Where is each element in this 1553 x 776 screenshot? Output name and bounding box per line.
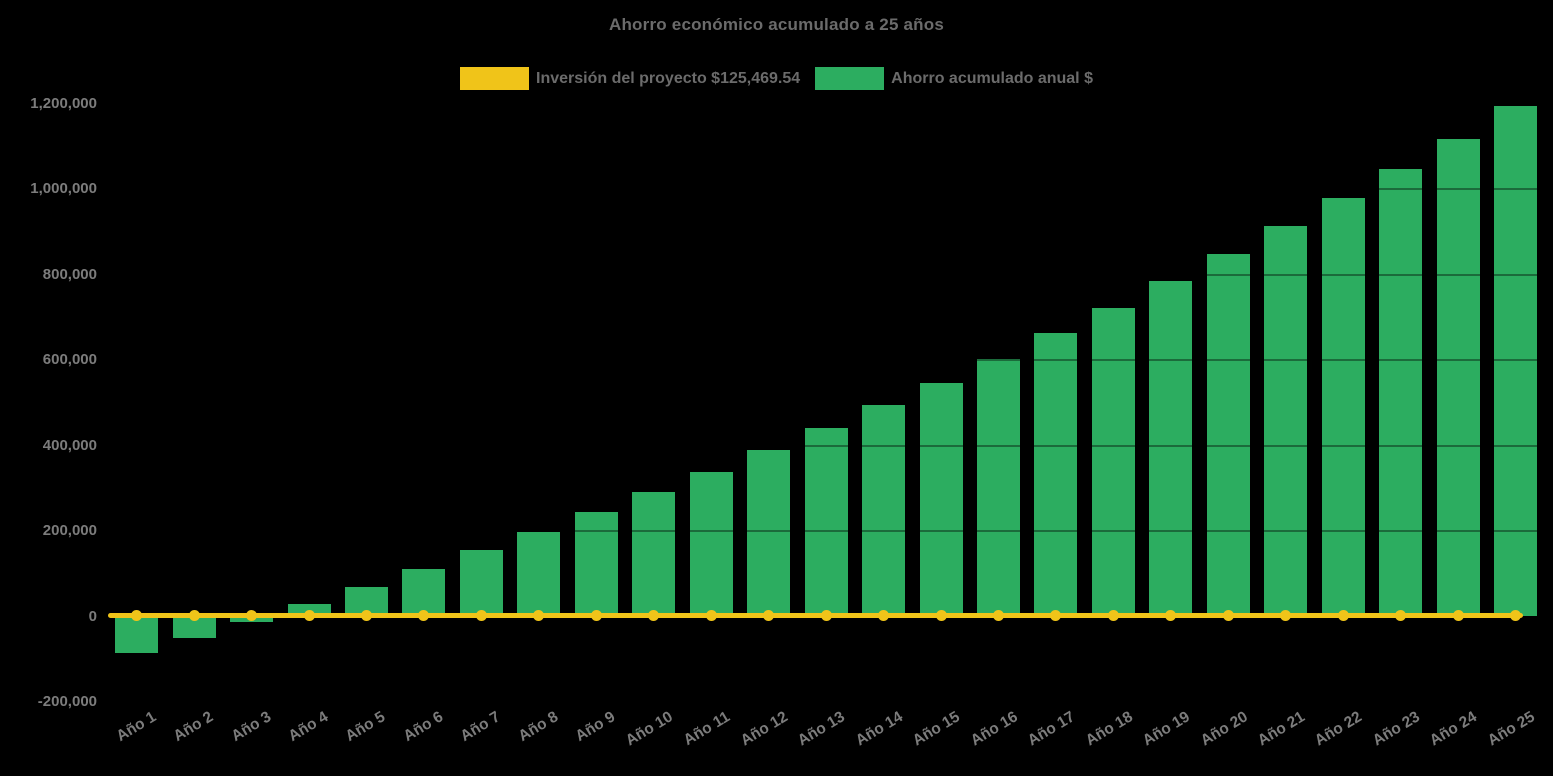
investment-point-1[interactable] — [131, 609, 143, 621]
investment-point-7[interactable] — [475, 609, 487, 621]
x-axis-label: Año 2 — [170, 708, 217, 746]
investment-point-20[interactable] — [1222, 609, 1234, 621]
x-axis-label: Año 17 — [1024, 708, 1079, 750]
investment-point-19[interactable] — [1165, 609, 1177, 621]
y-axis-label: 600,000 — [42, 351, 97, 368]
investment-point-12[interactable] — [763, 609, 775, 621]
x-axis-label: Año 22 — [1312, 708, 1366, 750]
x-axis-label: Año 7 — [457, 708, 504, 746]
x-axis-label: Año 12 — [737, 708, 791, 750]
investment-point-13[interactable] — [820, 609, 832, 621]
bar-año-6[interactable] — [402, 569, 446, 617]
legend-item-investment[interactable]: Inversión del proyecto $125,469.54 — [460, 67, 800, 90]
x-axis-label: Año 1 — [113, 708, 159, 746]
legend-swatch-savings-icon — [815, 67, 885, 90]
x-axis-label: Año 5 — [342, 708, 389, 746]
investment-point-6[interactable] — [418, 609, 430, 621]
x-axis-label: Año 18 — [1082, 708, 1136, 750]
x-axis-label: Año 19 — [1139, 708, 1193, 750]
x-axis-label: Año 6 — [400, 708, 447, 746]
investment-point-17[interactable] — [1050, 609, 1062, 621]
x-axis-label: Año 15 — [910, 708, 964, 750]
investment-point-16[interactable] — [992, 609, 1004, 621]
bar-año-15[interactable] — [919, 382, 963, 617]
x-axis-label: Año 20 — [1197, 708, 1251, 750]
x-axis-label: Año 10 — [622, 708, 676, 750]
x-axis-label: Año 14 — [852, 708, 906, 750]
bar-año-10[interactable] — [632, 492, 676, 617]
investment-point-3[interactable] — [246, 609, 258, 621]
x-axis-label: Año 9 — [572, 708, 619, 746]
investment-point-11[interactable] — [705, 609, 717, 621]
y-axis-label: 1,000,000 — [30, 180, 97, 197]
x-axis-label: Año 3 — [228, 708, 274, 746]
y-axis-label: 800,000 — [42, 265, 97, 283]
bar-año-17[interactable] — [1034, 333, 1078, 617]
bar-año-19[interactable] — [1149, 280, 1193, 617]
x-axis-label: Año 8 — [515, 708, 561, 746]
investment-point-4[interactable] — [303, 609, 315, 621]
bar-año-9[interactable] — [574, 511, 618, 617]
investment-point-22[interactable] — [1337, 609, 1349, 621]
investment-point-15[interactable] — [935, 609, 947, 621]
investment-point-10[interactable] — [648, 609, 660, 621]
gridline-400,000 — [108, 444, 1544, 447]
bar-año-13[interactable] — [804, 427, 848, 617]
bar-año-24[interactable] — [1436, 138, 1480, 617]
bar-año-25[interactable] — [1494, 105, 1537, 617]
bar-año-1[interactable] — [115, 616, 159, 654]
gridline-1,200,000 — [108, 102, 1544, 105]
gridline-600,000 — [108, 359, 1544, 361]
bar-año-7[interactable] — [459, 550, 503, 617]
investment-point-14[interactable] — [878, 609, 890, 621]
gridline-1,000,000 — [108, 188, 1544, 190]
y-axis-label: 400,000 — [42, 436, 97, 454]
investment-point-21[interactable] — [1280, 609, 1292, 621]
legend-swatch-investment-icon — [460, 67, 530, 90]
bar-año-18[interactable] — [1091, 308, 1135, 617]
bar-año-11[interactable] — [689, 472, 733, 617]
x-axis-label: Año 24 — [1427, 708, 1481, 750]
investment-point-24[interactable] — [1452, 609, 1464, 621]
gridline--200,000 — [108, 701, 1544, 703]
x-axis-label: Año 21 — [1254, 708, 1308, 750]
investment-point-9[interactable] — [590, 609, 602, 621]
bar-año-21[interactable] — [1264, 226, 1308, 617]
chart-title: Ahorro económico acumulado a 25 años — [609, 15, 944, 34]
bar-año-22[interactable] — [1321, 197, 1365, 617]
y-axis-label: 1,200,000 — [30, 94, 97, 112]
y-axis-label: 200,000 — [42, 522, 97, 539]
x-axis-label: Año 23 — [1369, 708, 1423, 750]
investment-point-18[interactable] — [1107, 609, 1119, 621]
bar-año-23[interactable] — [1379, 168, 1423, 617]
x-axis-label: Año 4 — [285, 708, 332, 746]
x-axis-label: Año 16 — [967, 708, 1021, 750]
investment-point-5[interactable] — [361, 609, 372, 621]
investment-point-8[interactable] — [533, 609, 545, 621]
x-axis-label: Año 25 — [1484, 708, 1538, 750]
chart-legend: Inversión del proyecto $125,469.54 Ahorr… — [0, 67, 1553, 90]
investment-point-25[interactable] — [1510, 609, 1521, 621]
legend-label-savings: Ahorro acumulado anual $ — [891, 70, 1093, 87]
y-axis-label: -200,000 — [37, 693, 97, 710]
y-axis-label: 0 — [88, 607, 97, 625]
bar-año-14[interactable] — [862, 405, 906, 617]
gridline-800,000 — [108, 273, 1544, 276]
legend-item-savings[interactable]: Ahorro acumulado anual $ — [815, 67, 1093, 90]
bar-año-8[interactable] — [517, 531, 561, 617]
legend-label-investment: Inversión del proyecto $125,469.54 — [536, 70, 801, 87]
bar-año-2[interactable] — [172, 616, 216, 638]
x-axis-label: Año 11 — [680, 708, 734, 750]
investment-point-23[interactable] — [1395, 609, 1407, 621]
bar-año-12[interactable] — [747, 450, 791, 617]
x-axis-label: Año 13 — [795, 708, 849, 750]
bar-año-16[interactable] — [976, 358, 1020, 617]
investment-line — [108, 612, 1523, 618]
investment-point-2[interactable] — [188, 609, 200, 621]
gridline-200,000 — [108, 530, 1544, 532]
bar-año-20[interactable] — [1206, 253, 1250, 617]
